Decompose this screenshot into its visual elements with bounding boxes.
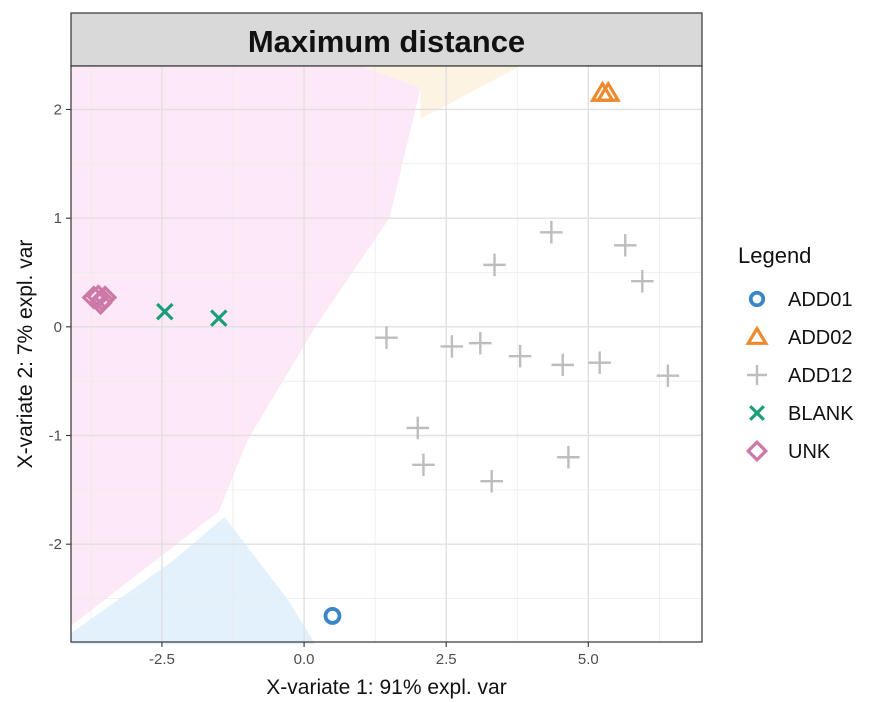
- grid-lines: [71, 66, 702, 642]
- point-add12: [469, 331, 492, 355]
- point-add12: [551, 353, 574, 377]
- point-add12: [508, 344, 532, 368]
- x-tick-label: -2.5: [149, 651, 175, 668]
- x-tick-label: 5.0: [578, 651, 599, 668]
- point-add12: [406, 416, 430, 440]
- point-unk: [88, 290, 113, 316]
- point-add12: [588, 351, 611, 374]
- point-add12: [412, 453, 435, 477]
- point-add12: [614, 234, 637, 257]
- y-axis-title: X-variate 2: 7% expl. var: [14, 240, 37, 469]
- point-blank: [156, 302, 174, 321]
- y-tick-label: -2: [49, 536, 62, 553]
- legend-label-add01: ADD01: [788, 289, 852, 311]
- y-tick-label: 0: [54, 319, 62, 336]
- plot-panel: [70, 65, 703, 645]
- point-add12: [557, 445, 580, 469]
- point-add12: [540, 221, 563, 244]
- legend-title: Legend: [738, 243, 811, 268]
- y-axis-ticks: -2 -1 0 1 2: [49, 101, 71, 553]
- point-add12: [480, 469, 503, 493]
- y-tick-label: 2: [54, 101, 62, 118]
- point-add02: [595, 80, 621, 102]
- point-add12: [375, 326, 398, 349]
- legend-items: ADD01 ADD02 ADD12 BLANK UNK: [745, 289, 854, 463]
- x-axis-ticks: -2.5 0.0 2.5 5.0: [149, 642, 599, 668]
- point-add12: [440, 335, 464, 358]
- legend-key-blank: [749, 405, 765, 421]
- legend-key-add12: [747, 365, 767, 385]
- x-axis-title: X-variate 1: 91% expl. var: [266, 676, 506, 699]
- legend-label-add02: ADD02: [788, 327, 852, 349]
- legend-label-add12: ADD12: [788, 365, 852, 387]
- region-unk: [71, 66, 421, 626]
- legend-key-add02: [745, 325, 769, 345]
- chart-title: Maximum distance: [248, 24, 525, 59]
- x-tick-label: 0.0: [294, 651, 315, 668]
- point-add12: [483, 253, 506, 277]
- y-tick-label: -1: [49, 428, 62, 445]
- point-add12: [656, 364, 680, 387]
- legend-label-unk: UNK: [788, 441, 831, 463]
- x-tick-label: 2.5: [436, 651, 457, 668]
- legend-label-blank: BLANK: [788, 403, 854, 425]
- strip-background: [70, 12, 703, 67]
- point-add12: [631, 269, 654, 293]
- region-add01: [71, 517, 316, 645]
- region-add02: [360, 66, 521, 119]
- point-add01: [323, 606, 342, 625]
- background-regions: [71, 66, 521, 645]
- data-points: [81, 80, 680, 625]
- legend-key-add01: [748, 290, 766, 308]
- legend: Legend ADD01 ADD02 ADD12 BLANK UNK: [738, 243, 854, 463]
- y-tick-label: 1: [54, 210, 62, 227]
- point-blank: [210, 309, 228, 327]
- legend-key-unk: [745, 439, 769, 463]
- panel-border: [70, 65, 703, 643]
